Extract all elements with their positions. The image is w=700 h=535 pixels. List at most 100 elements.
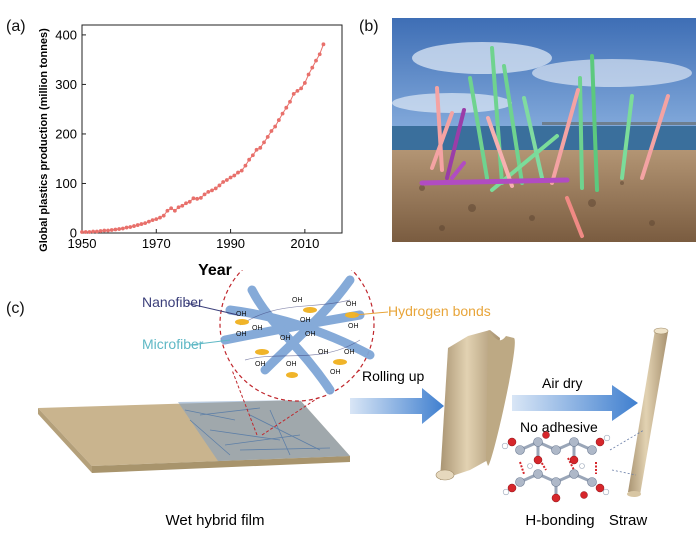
- data-point: [176, 205, 181, 210]
- data-point: [221, 180, 226, 184]
- svg-text:OH: OH: [292, 297, 303, 304]
- y-tick-label: 400: [55, 27, 77, 42]
- data-point: [135, 223, 140, 227]
- svg-text:OH: OH: [300, 317, 311, 324]
- data-point: [109, 228, 114, 232]
- svg-text:OH: OH: [280, 335, 291, 342]
- data-point: [139, 222, 144, 226]
- data-point: [250, 153, 255, 158]
- data-point: [288, 99, 292, 104]
- data-point: [224, 178, 229, 182]
- data-point: [210, 188, 214, 193]
- data-point: [124, 225, 129, 230]
- svg-text:OH: OH: [255, 361, 266, 368]
- data-point: [98, 229, 103, 233]
- data-point: [91, 229, 96, 234]
- data-point: [80, 230, 84, 234]
- data-point: [132, 224, 136, 228]
- data-point: [302, 81, 307, 85]
- data-point: [314, 58, 318, 63]
- straw-label: Straw: [609, 512, 648, 529]
- hydrogen-bond-markers: [235, 307, 359, 378]
- nanofiber-label: Nanofiber: [142, 294, 203, 310]
- svg-text:OH: OH: [318, 349, 329, 356]
- data-point: [213, 186, 218, 191]
- data-point: [113, 227, 118, 232]
- x-tick-label: 1990: [216, 236, 245, 251]
- data-point: [128, 225, 133, 229]
- data-point: [228, 175, 233, 180]
- data-point: [206, 189, 211, 194]
- data-point: [83, 230, 88, 234]
- data-point: [180, 203, 185, 208]
- data-point: [273, 124, 278, 129]
- beach-photo: [392, 18, 696, 242]
- data-point: [165, 208, 170, 213]
- data-point: [269, 129, 274, 133]
- air-dry-arrow: [512, 385, 638, 421]
- panel-label-c: (c): [6, 300, 25, 317]
- x-tick-label: 1950: [68, 236, 97, 251]
- data-point: [158, 215, 162, 220]
- rolling-arrow: [350, 388, 444, 424]
- data-point: [217, 183, 222, 188]
- data-point: [265, 135, 270, 139]
- y-axis-label: Global plastics production (million tonn…: [38, 28, 50, 252]
- chart-axes: [81, 24, 343, 234]
- data-point: [120, 226, 125, 231]
- data-point: [321, 42, 326, 47]
- data-point: [198, 195, 203, 200]
- data-point: [284, 105, 289, 110]
- data-point: [150, 218, 155, 223]
- data-point: [306, 72, 311, 77]
- rolled-film: [435, 330, 515, 481]
- data-point: [172, 208, 177, 213]
- data-point: [310, 65, 315, 70]
- straws: [419, 46, 670, 238]
- data-point: [87, 230, 92, 234]
- cellulose-molecule: [501, 431, 611, 503]
- data-point: [239, 168, 244, 173]
- data-point: [184, 201, 188, 206]
- air-dry-label: Air dry: [542, 375, 582, 391]
- x-tick-label: 2010: [290, 236, 319, 251]
- data-point: [143, 221, 148, 225]
- svg-text:OH: OH: [348, 323, 359, 330]
- y-tick-label: 100: [55, 176, 77, 191]
- y-tick-label: 300: [55, 77, 77, 92]
- data-point: [187, 199, 192, 204]
- data-point: [276, 118, 281, 122]
- data-point: [247, 157, 252, 162]
- data-point: [262, 140, 266, 145]
- svg-text:OH: OH: [252, 325, 263, 332]
- h-bonding-label: H-bonding: [525, 512, 594, 529]
- chart-ticks: 1950 1970 1990 2010 0 100 200 300 400: [55, 27, 319, 251]
- svg-text:OH: OH: [330, 369, 341, 376]
- svg-text:OH: OH: [236, 331, 247, 338]
- data-point: [280, 111, 285, 116]
- svg-text:OH: OH: [236, 311, 247, 318]
- panel-label-a: (a): [6, 18, 26, 35]
- data-point: [254, 147, 259, 152]
- data-point: [195, 196, 200, 201]
- data-point: [102, 228, 107, 233]
- wet-hybrid-film: [38, 400, 350, 473]
- x-tick-label: 1970: [142, 236, 171, 251]
- data-point: [243, 163, 248, 168]
- data-point: [236, 170, 240, 175]
- svg-text:OH: OH: [344, 349, 355, 356]
- straw: [627, 327, 669, 497]
- hydrogen-bonds-label: Hydrogen bonds: [388, 303, 491, 319]
- production-points: [80, 42, 326, 234]
- no-adhesive-label: No adhesive: [520, 419, 598, 435]
- data-point: [317, 52, 322, 57]
- data-point: [106, 228, 110, 233]
- svg-text:OH: OH: [286, 361, 297, 368]
- data-point: [169, 206, 174, 211]
- fiber-network: [220, 275, 375, 395]
- data-point: [232, 173, 237, 178]
- data-point: [202, 192, 207, 197]
- data-point: [94, 229, 99, 234]
- data-point: [291, 91, 296, 96]
